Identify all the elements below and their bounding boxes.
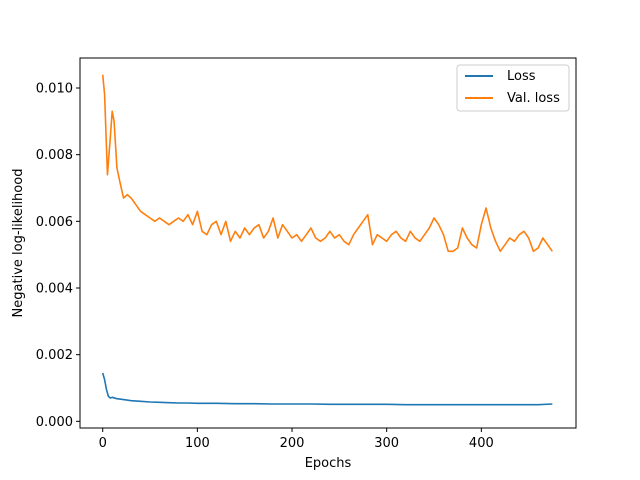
series-line-loss — [101, 372, 553, 406]
y-tick-label: 0.004 — [36, 282, 73, 297]
legend: Loss Val. loss — [456, 64, 570, 112]
y-axis: 0.000 0.002 0.004 0.006 0.008 0.010 — [36, 82, 80, 430]
legend-label-loss: Loss — [507, 69, 536, 84]
series-line-val-loss — [101, 74, 553, 253]
x-tick-label: 400 — [469, 436, 494, 451]
y-axis-label: Negative log-likelihood — [11, 169, 26, 318]
y-tick-label: 0.002 — [36, 348, 73, 363]
y-tick-label: 0.006 — [36, 215, 73, 230]
y-tick-label: 0.010 — [36, 82, 73, 97]
axes-frame — [79, 57, 577, 429]
x-axis: 0 100 200 300 400 — [99, 428, 494, 451]
y-tick-label: 0.000 — [36, 415, 73, 430]
x-tick-label: 100 — [185, 436, 210, 451]
x-axis-label: Epochs — [305, 456, 352, 471]
legend-label-val-loss: Val. loss — [507, 91, 560, 106]
x-tick-label: 200 — [280, 436, 305, 451]
x-tick-label: 300 — [374, 436, 399, 451]
x-tick-label: 0 — [99, 436, 107, 451]
plot-area — [101, 74, 553, 406]
y-tick-label: 0.008 — [36, 148, 73, 163]
